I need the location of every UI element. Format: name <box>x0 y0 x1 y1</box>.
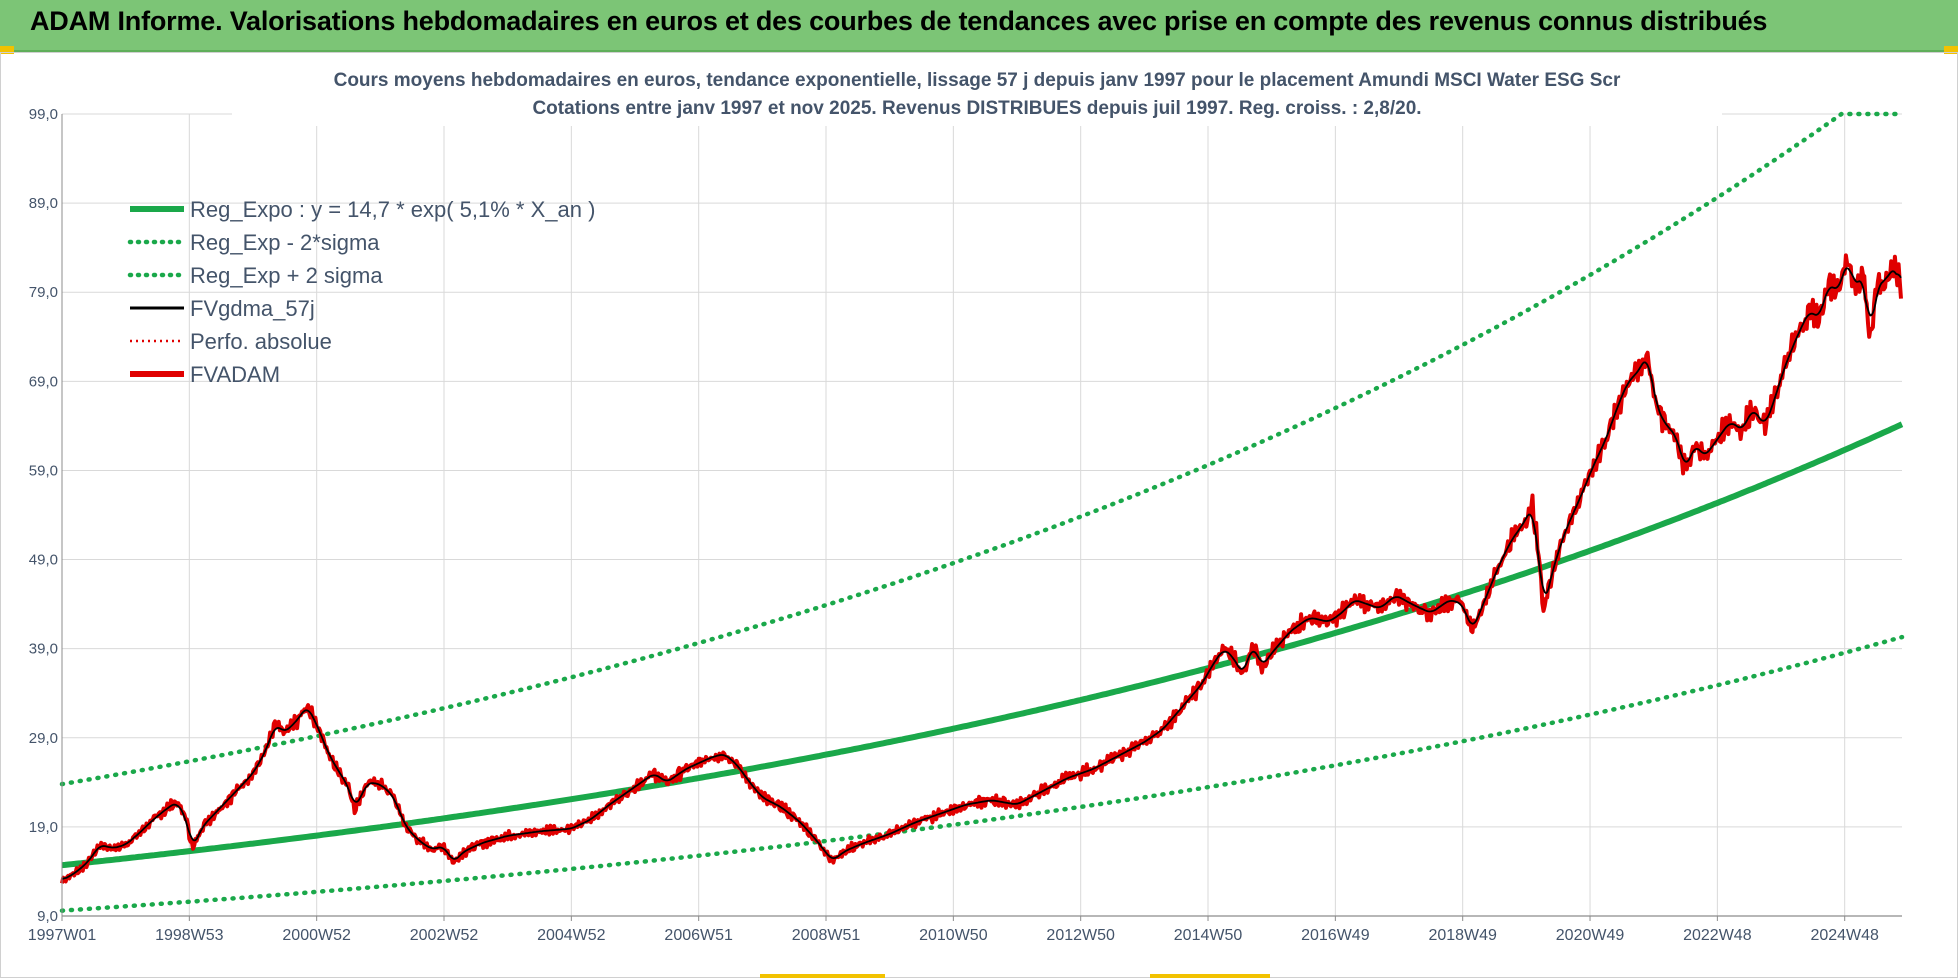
bottom-accent-2 <box>1150 974 1270 978</box>
x-tick-label: 1998W53 <box>155 927 224 944</box>
y-tick-label: 59,0 <box>29 462 58 479</box>
y-tick-label: 99,0 <box>29 106 58 123</box>
axes: 99,0 89,0 79,0 69,0 59,0 49,0 39,0 29,0 19,0 9,0 1… <box>28 106 1902 944</box>
legend-label-reg_plus: Reg_Exp + 2 sigma <box>190 263 383 288</box>
x-tick-label: 2008W51 <box>792 927 861 944</box>
legend-label-fvadam: FVADAM <box>190 362 280 387</box>
x-tick-label: 2020W49 <box>1556 927 1625 944</box>
legend-label-fvgdma: FVgdma_57j <box>190 296 315 321</box>
chart-title-line2: Cotations entre janv 1997 et nov 2025. R… <box>532 98 1421 119</box>
y-tick-label: 39,0 <box>29 641 58 658</box>
legend-label-perfo: Perfo. absolue <box>190 329 332 354</box>
bottom-accent-1 <box>760 974 885 978</box>
x-tick-label: 1997W01 <box>28 927 97 944</box>
y-tick-label: 69,0 <box>29 373 58 390</box>
x-tick-label: 2016W49 <box>1301 927 1370 944</box>
legend-label-reg_minus: Reg_Exp - 2*sigma <box>190 230 380 255</box>
header-bar: ADAM Informe. Valorisations hebdomadaire… <box>0 0 1958 52</box>
y-tick-label: 19,0 <box>29 819 58 836</box>
x-tick-label: 2014W50 <box>1174 927 1243 944</box>
x-tick-label: 2012W50 <box>1046 927 1115 944</box>
x-tick-label: 2006W51 <box>664 927 733 944</box>
series-reg-exp-minus-2-sigma <box>59 634 1905 913</box>
series-fvadam <box>60 253 1903 884</box>
y-tick-label: 89,0 <box>29 195 58 212</box>
x-tick-label: 2004W52 <box>537 927 606 944</box>
legend: Reg_Expo : y = 14,7 * exp( 5,1% * X_an )… <box>127 197 595 387</box>
corner-accent-left <box>0 46 14 54</box>
y-tick-label: 49,0 <box>29 552 58 569</box>
series-fvgdma-57j <box>61 267 1902 880</box>
x-tick-label: 2010W50 <box>919 927 988 944</box>
legend-label-reg_expo: Reg_Expo : y = 14,7 * exp( 5,1% * X_an ) <box>190 197 595 222</box>
corner-accent-right <box>1944 46 1958 54</box>
x-tick-label: 2018W49 <box>1428 927 1497 944</box>
x-tick-label: 2022W48 <box>1683 927 1752 944</box>
series-layer <box>59 111 1905 913</box>
series-reg-expo <box>61 421 1904 869</box>
x-tick-label: 2000W52 <box>282 927 351 944</box>
chart-title-background <box>232 64 1722 126</box>
y-tick-label: 9,0 <box>37 908 58 925</box>
y-tick-label: 79,0 <box>29 284 58 301</box>
page-title: ADAM Informe. Valorisations hebdomadaire… <box>30 6 1768 36</box>
y-tick-label: 29,0 <box>29 730 58 747</box>
chart-title-line1: Cours moyens hebdomadaires en euros, ten… <box>334 70 1621 91</box>
x-tick-label: 2002W52 <box>410 927 479 944</box>
x-tick-label: 2024W48 <box>1810 927 1879 944</box>
chart: Cours moyens hebdomadaires en euros, ten… <box>28 64 1905 944</box>
